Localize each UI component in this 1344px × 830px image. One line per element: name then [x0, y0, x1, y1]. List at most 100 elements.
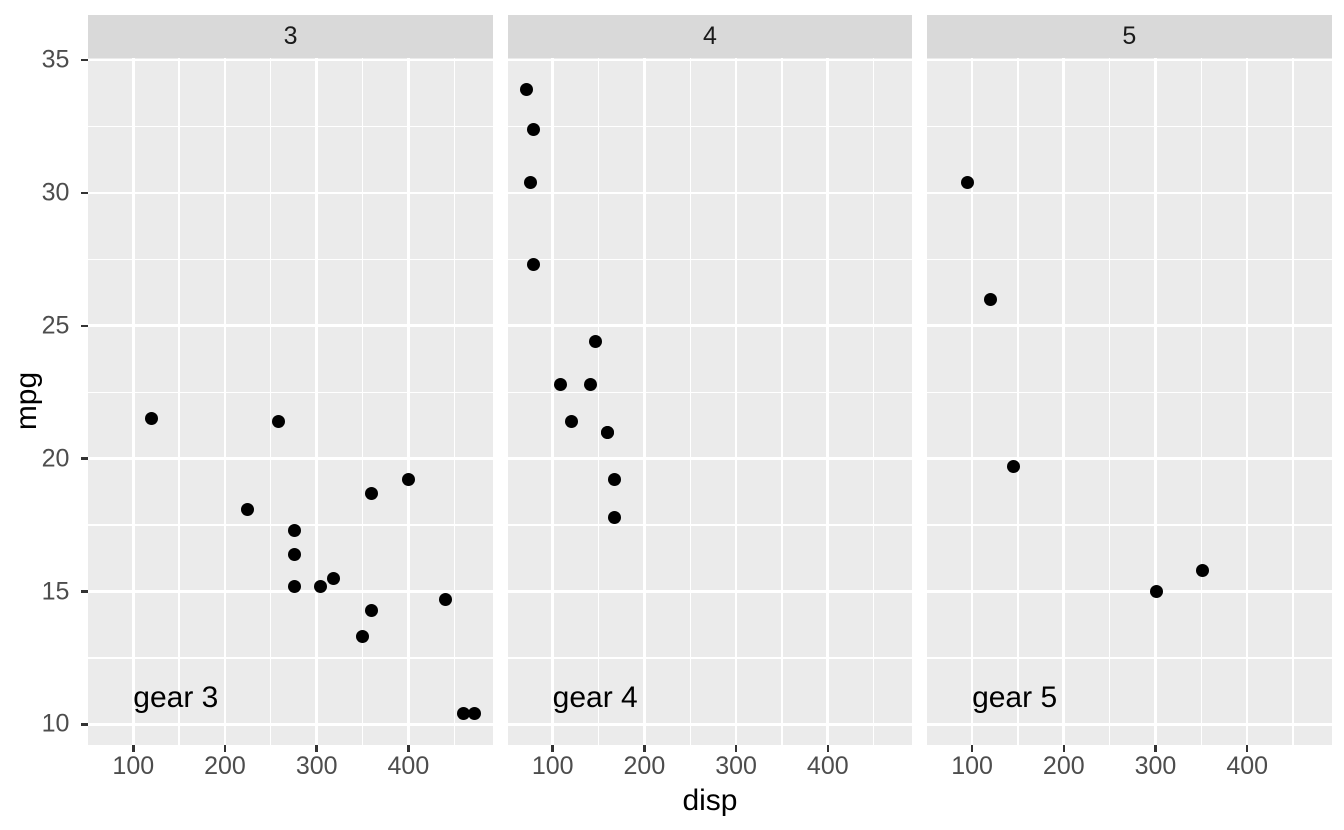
data-point: [356, 630, 370, 644]
major-gridline-y: [927, 590, 1332, 593]
data-point: [271, 414, 285, 428]
data-point: [365, 486, 379, 500]
data-point: [287, 579, 301, 593]
x-tick-mark: [734, 745, 738, 752]
x-tick-label: 100: [531, 752, 574, 780]
major-gridline-x: [407, 58, 410, 745]
minor-gridline-x: [1108, 58, 1111, 745]
x-tick-label: 300: [1134, 752, 1177, 780]
minor-gridline-x: [453, 58, 455, 745]
y-axis-title: mpg: [10, 371, 43, 431]
major-gridline-x: [131, 58, 135, 745]
y-tick-label: 20: [41, 444, 70, 473]
data-point: [438, 592, 452, 606]
facet-panel: gear 3: [88, 58, 493, 745]
facet-panel: gear 4: [507, 58, 913, 745]
facet-strip: 3: [88, 15, 493, 58]
x-tick-label: 400: [806, 752, 849, 780]
x-tick-mark: [826, 745, 830, 752]
y-tick-label: 15: [41, 577, 70, 606]
y-tick-label: 35: [41, 45, 70, 74]
facet-strip-label: 5: [1122, 22, 1137, 50]
facet-strip: 4: [507, 15, 913, 58]
x-tick-label: 200: [204, 752, 246, 780]
major-gridline-x: [551, 58, 554, 745]
facet-annotation: gear 4: [552, 680, 638, 714]
y-tick-mark: [81, 191, 89, 195]
facet-strip: 5: [927, 15, 1332, 58]
x-tick-mark: [132, 745, 135, 752]
major-gridline-y: [927, 723, 1332, 726]
data-point: [1006, 460, 1020, 474]
data-point: [145, 412, 159, 426]
minor-gridline-y: [88, 657, 493, 659]
data-point: [467, 707, 481, 721]
x-tick-mark: [315, 745, 318, 752]
x-tick-mark: [1154, 745, 1157, 752]
minor-gridline-x: [689, 58, 691, 745]
data-point: [583, 377, 597, 391]
facet-strip-label: 3: [283, 22, 298, 50]
data-point: [608, 510, 622, 524]
x-tick-mark: [1245, 745, 1249, 752]
major-gridline-y: [507, 324, 913, 328]
y-tick-mark: [81, 590, 89, 593]
minor-gridline-x: [781, 58, 783, 745]
data-point: [519, 82, 533, 96]
x-tick-label: 300: [715, 752, 757, 780]
facet-annotation: gear 5: [972, 680, 1058, 714]
x-tick-mark: [551, 745, 554, 752]
data-point: [526, 122, 540, 136]
major-gridline-x: [1062, 58, 1066, 745]
major-gridline-y: [927, 58, 1332, 62]
data-point: [523, 175, 537, 189]
major-gridline-y: [927, 324, 1332, 328]
x-tick-label: 400: [1226, 752, 1269, 780]
major-gridline-y: [88, 324, 493, 328]
major-gridline-x: [1154, 58, 1157, 745]
x-tick-mark: [970, 745, 974, 752]
minor-gridline-x: [270, 58, 272, 745]
major-gridline-x: [970, 58, 974, 745]
data-point: [365, 603, 379, 617]
major-gridline-y: [927, 191, 1332, 195]
data-point: [1195, 563, 1209, 577]
y-tick-mark: [81, 324, 89, 327]
minor-gridline-y: [88, 258, 493, 260]
major-gridline-y: [927, 457, 1332, 460]
minor-gridline-y: [507, 524, 913, 526]
minor-gridline-y: [88, 391, 493, 393]
x-axis-title: disp: [682, 784, 738, 817]
x-tick-label: 100: [112, 752, 155, 780]
x-tick-mark: [1062, 745, 1066, 752]
major-gridline-y: [88, 191, 493, 195]
data-point: [401, 473, 415, 487]
data-point: [984, 292, 998, 306]
major-gridline-x: [643, 58, 646, 745]
major-gridline-y: [88, 723, 493, 726]
data-point: [553, 377, 567, 391]
facet-panel: gear 5: [927, 58, 1332, 745]
major-gridline-y: [88, 58, 493, 62]
x-tick-mark: [407, 745, 410, 752]
data-point: [287, 547, 301, 561]
major-gridline-x: [826, 58, 830, 745]
minor-gridline-y: [507, 657, 913, 659]
data-point: [601, 425, 615, 439]
major-gridline-x: [734, 58, 738, 745]
data-point: [589, 335, 602, 349]
minor-gridline-y: [88, 125, 493, 128]
x-tick-label: 200: [623, 752, 666, 780]
y-tick-label: 10: [41, 709, 70, 738]
major-gridline-y: [507, 590, 913, 593]
x-tick-mark: [223, 745, 227, 752]
data-point: [1149, 585, 1163, 599]
data-point: [326, 571, 340, 585]
data-point: [287, 523, 301, 537]
data-point: [961, 175, 975, 189]
y-tick-mark: [81, 723, 89, 726]
x-tick-label: 200: [1042, 752, 1085, 780]
major-gridline-y: [507, 191, 913, 195]
y-tick-label: 30: [41, 178, 70, 207]
